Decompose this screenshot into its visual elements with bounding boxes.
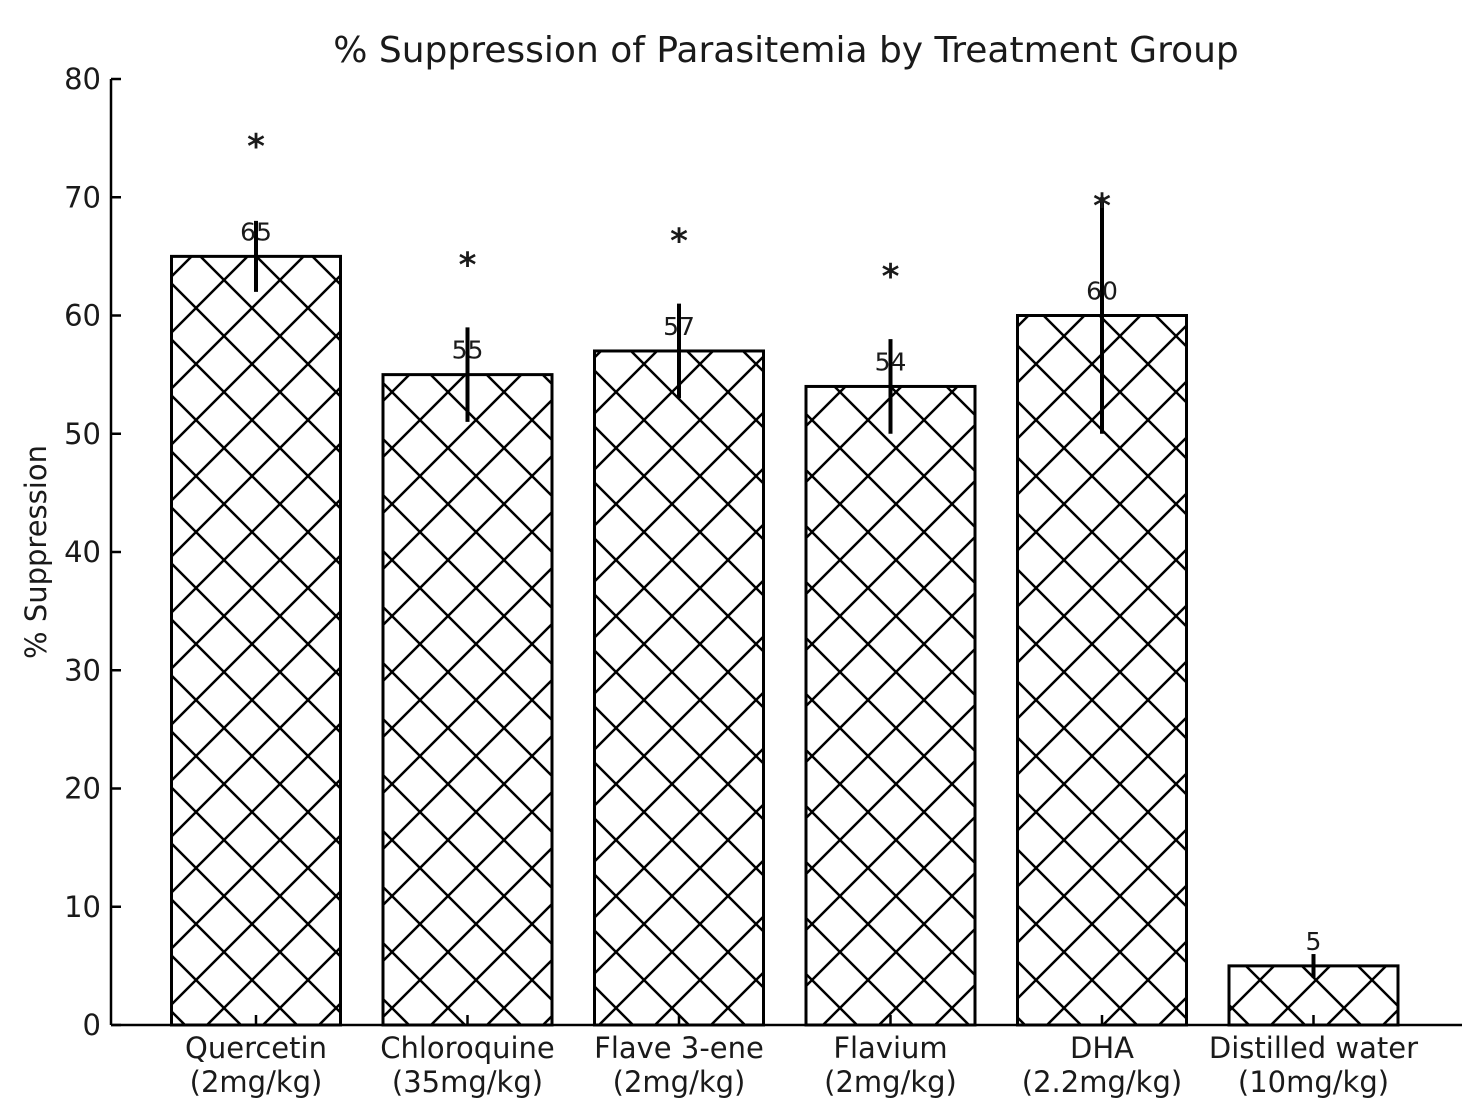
y-tick-label: 20	[64, 772, 101, 806]
y-axis-label: % Suppression	[19, 445, 53, 659]
significance-marker: *	[882, 257, 900, 297]
x-tick-label: (2.2mg/kg)	[1022, 1065, 1182, 1099]
y-tick-label: 0	[83, 1008, 101, 1042]
y-tick-label: 30	[64, 653, 101, 687]
x-tick-label: Quercetin	[185, 1031, 327, 1065]
x-tick-label: Flavium	[833, 1031, 947, 1065]
bar	[170, 254, 342, 1027]
x-tick-label: (2mg/kg)	[824, 1065, 957, 1099]
x-tick-label: Chloroquine	[380, 1031, 555, 1065]
y-tick-label: 80	[64, 62, 101, 96]
significance-marker: *	[1093, 186, 1111, 226]
x-tick-label: (10mg/kg)	[1238, 1065, 1389, 1099]
data-label: 55	[452, 336, 484, 365]
x-tick-label: DHA	[1070, 1031, 1134, 1065]
bar	[804, 384, 977, 1027]
bar	[381, 373, 554, 1027]
data-label: 57	[663, 312, 695, 341]
x-tick-label: Flave 3-ene	[594, 1031, 764, 1065]
y-tick-label: 60	[64, 299, 101, 333]
data-label: 54	[875, 347, 907, 376]
significance-marker: *	[247, 127, 265, 167]
x-tick-label: (2mg/kg)	[613, 1065, 746, 1099]
data-label: 60	[1086, 277, 1118, 306]
y-tick-label: 50	[64, 417, 101, 451]
significance-marker: *	[670, 222, 688, 262]
x-tick-label: (35mg/kg)	[392, 1065, 543, 1099]
chart-title: % Suppression of Parasitemia by Treatmen…	[333, 30, 1239, 71]
bar	[593, 349, 765, 1027]
y-tick-label: 70	[64, 180, 101, 214]
data-label: 5	[1306, 927, 1322, 956]
significance-marker: *	[459, 245, 477, 285]
y-tick-label: 10	[64, 890, 101, 924]
x-tick-label: Distilled water	[1209, 1031, 1418, 1065]
data-label: 65	[240, 217, 272, 246]
y-tick-label: 40	[64, 535, 101, 569]
plot-area: 0102030405060708065*Quercetin(2mg/kg)55*…	[64, 62, 1462, 1099]
x-tick-label: (2mg/kg)	[190, 1065, 323, 1099]
